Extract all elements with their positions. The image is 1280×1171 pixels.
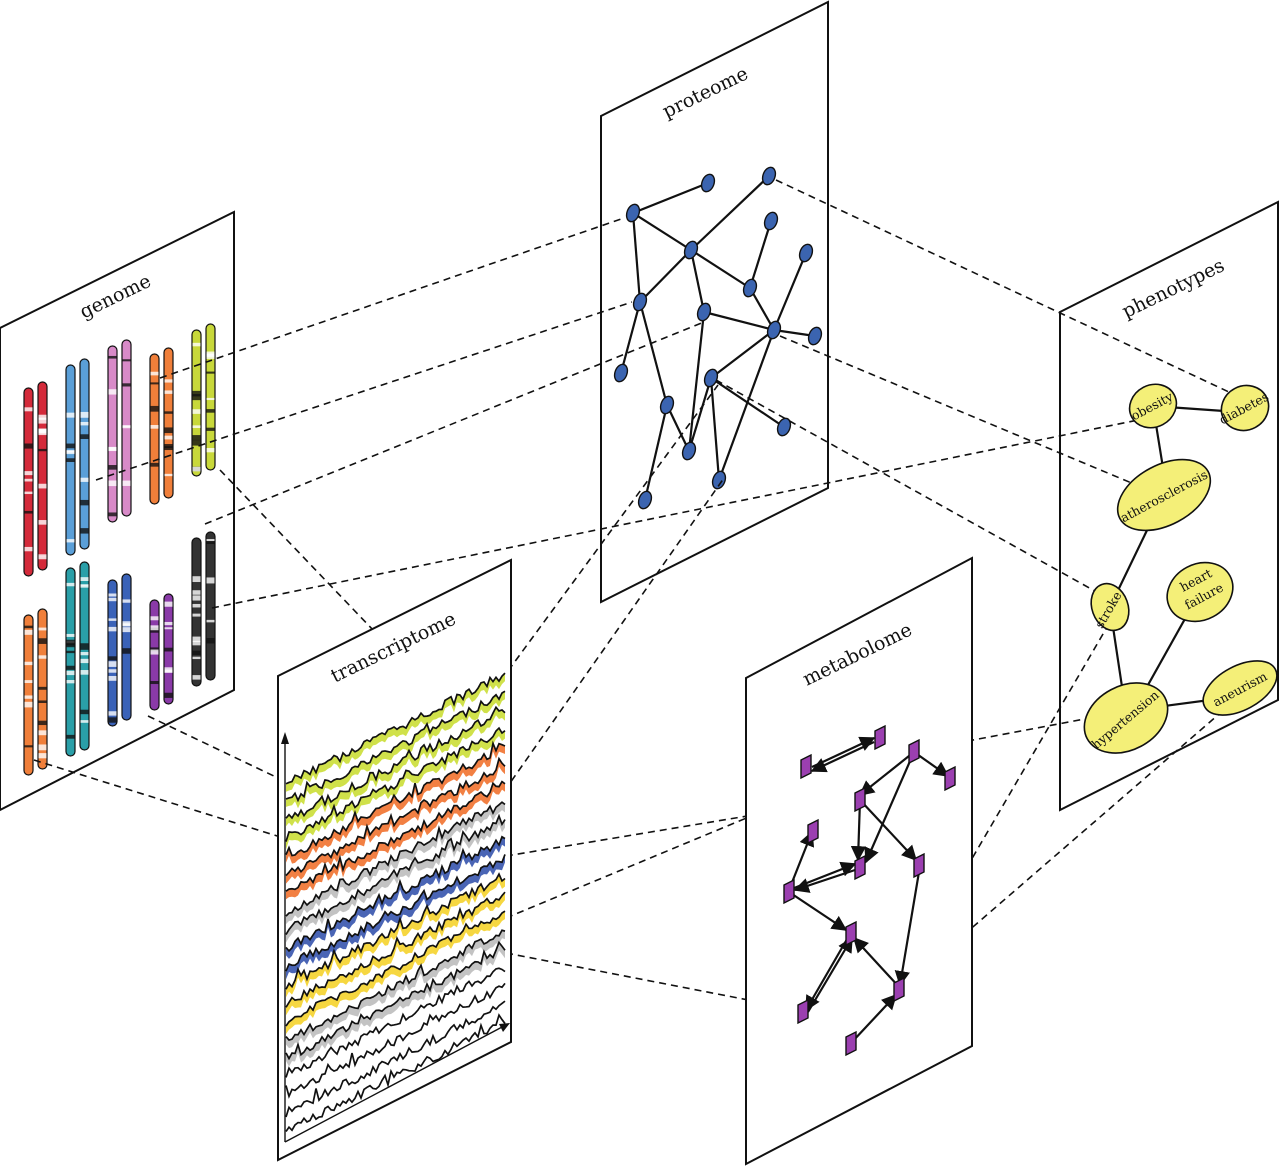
metabolite-node [944, 765, 956, 792]
transcriptome-axes [281, 732, 510, 1143]
metabolite-node [913, 852, 925, 879]
chromosome [23, 387, 34, 577]
chromosome [65, 364, 76, 556]
metabolite-node [854, 854, 866, 881]
chromosome [149, 599, 160, 711]
expression-trace [285, 929, 506, 1049]
expression-trace [285, 1000, 506, 1118]
protein-node [776, 417, 792, 437]
expression-trace [285, 813, 506, 943]
metabolite-node [908, 738, 920, 765]
expression-trace [285, 690, 506, 809]
metabolite-node [845, 1030, 857, 1057]
phenotype-aneurism: aneurism [1202, 660, 1278, 716]
expression-trace [285, 780, 506, 900]
chromosome [163, 347, 174, 499]
expression-trace [285, 967, 506, 1078]
protein-node [742, 278, 758, 298]
metabolite-node [807, 818, 819, 845]
protein-node [681, 441, 697, 461]
protein-node [637, 490, 653, 510]
expression-trace [285, 891, 506, 1016]
expression-trace [285, 854, 506, 980]
expression-trace [285, 835, 506, 959]
protein-node [632, 292, 648, 312]
chromosome [205, 323, 216, 471]
chromosome [205, 531, 216, 681]
chromosome [23, 614, 34, 776]
chromosome [191, 537, 202, 687]
expression-traces [285, 672, 506, 1133]
metabolite-node [783, 878, 795, 905]
phenotype-hypertension: hypertension [1083, 682, 1169, 754]
phenotype-heart-failure: heart failure [1166, 561, 1234, 623]
phenotype-stroke: stroke [1090, 582, 1130, 632]
chromosome [65, 567, 76, 757]
chromosome [37, 381, 48, 571]
protein-node [763, 211, 779, 231]
chromosome [79, 561, 90, 751]
chromosome [37, 608, 48, 770]
protein-node [659, 395, 675, 415]
chromosome [163, 593, 174, 705]
metabolite-node [797, 998, 809, 1025]
chromosome [121, 573, 132, 721]
expression-trace [285, 705, 506, 827]
protein-node [798, 243, 814, 263]
chromosome [79, 358, 90, 550]
cross-layer-links [33, 179, 1247, 1011]
chromosome [121, 339, 132, 517]
expression-trace [285, 910, 506, 1034]
protein-node [761, 166, 777, 186]
chromosome [191, 329, 202, 477]
protein-network [613, 166, 823, 510]
chromosome [149, 353, 160, 505]
expression-trace [285, 982, 506, 1099]
expression-trace [285, 872, 506, 998]
protein-node [683, 240, 699, 260]
chromosome [107, 345, 118, 523]
phenotype-obesity: obesity [1128, 383, 1178, 429]
expression-trace [285, 726, 506, 850]
expression-trace [285, 1013, 506, 1133]
metabolite-network [783, 724, 956, 1057]
phenotype-diabetes: diabetes [1217, 384, 1271, 432]
expression-trace [285, 940, 506, 1067]
protein-node [625, 203, 641, 223]
protein-node [613, 363, 629, 383]
metabolite-node [874, 724, 886, 751]
proteome-panel [600, 0, 829, 604]
protein-node [807, 326, 823, 346]
expression-trace [285, 672, 506, 792]
metabolite-node [845, 920, 857, 947]
protein-node [696, 302, 712, 322]
protein-node [711, 470, 727, 490]
metabolite-node [854, 786, 866, 813]
expression-trace [285, 801, 506, 925]
protein-node [700, 173, 716, 193]
expression-trace [285, 756, 506, 884]
metabolite-node [893, 976, 905, 1003]
metabolite-node [800, 753, 812, 780]
chromosome [107, 579, 118, 727]
expression-trace [285, 740, 506, 864]
chromosome-set [23, 323, 216, 776]
protein-node [766, 320, 782, 340]
